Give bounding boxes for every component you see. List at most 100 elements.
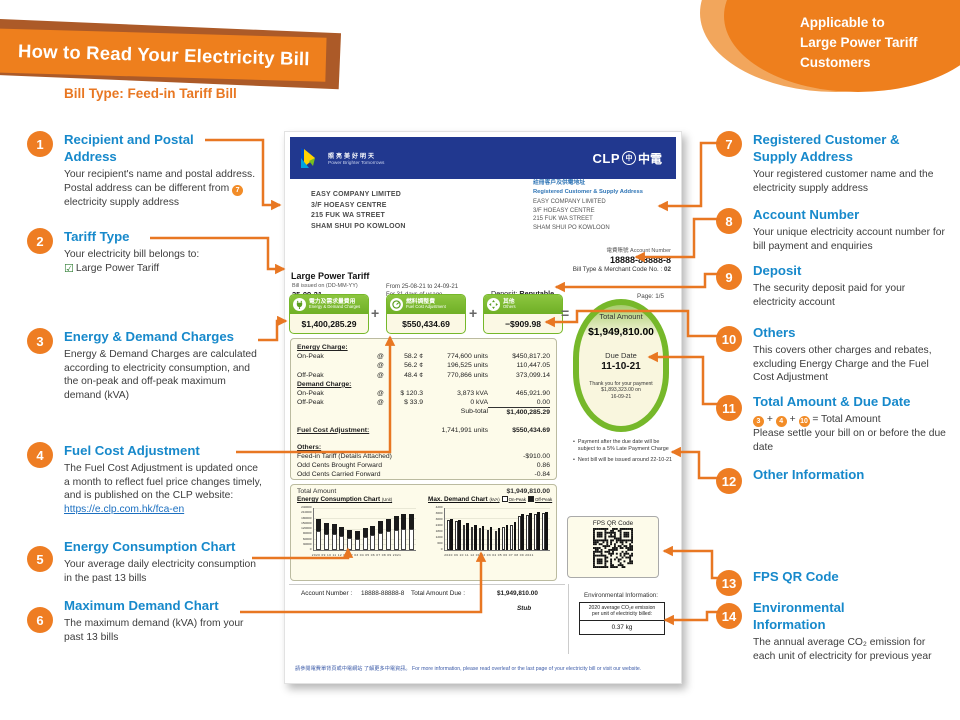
summary-box-title-en: Others — [503, 304, 516, 310]
callout-title: Others — [753, 325, 796, 340]
issued-label: Bill issued on (DD-MM-YY) — [292, 283, 358, 289]
charge-cell: Odd Cents Brought Forward — [297, 462, 383, 470]
charge-cell — [389, 380, 423, 389]
summary-box-title-en: Fuel Cost Adjustment — [406, 304, 446, 310]
callout-6: 6 Maximum Demand Chart The maximum demand … — [27, 597, 264, 644]
bill-type-code-label: Bill Type & Merchant Code No. : — [572, 266, 664, 273]
deposit-line: Deposit: Reputable — [491, 289, 554, 298]
charge-row: Odd Cents Carried Forward -0.84 — [297, 470, 550, 479]
callout-body: Registered Customer & Supply Address Your… — [753, 131, 934, 195]
chart-bar-group — [502, 525, 509, 551]
charge-row: Sub-total $1,400,285.29 — [297, 407, 550, 417]
charge-cell: 58.2 ¢ — [404, 353, 423, 361]
stub-due-label: Total Amount Due : — [411, 590, 465, 597]
callout-number-10: 10 — [716, 326, 742, 352]
callout-4: 4 Fuel Cost Adjustment The Fuel Cost Adjus… — [27, 442, 264, 516]
callout-text: The Fuel Cost Adjustment is updated once… — [64, 463, 262, 515]
billing-period-range: From 25-08-21 to 24-09-21 — [386, 284, 459, 290]
callout-number-5: 5 — [27, 546, 53, 572]
callout-text: Your electricity bill belongs to: ☑ Large … — [64, 249, 200, 275]
postal-address-block: EASY COMPANY LIMITED 3/F HOEASY CENTRE 215… — [311, 190, 406, 232]
fca-website-link[interactable]: https://e.clp.com.hk/fca-en — [64, 503, 185, 515]
summary-box-value: $1,400,285.29 — [301, 318, 357, 329]
chart-bar-group — [323, 522, 329, 550]
chart-bar-group — [526, 513, 532, 551]
applicability-badge: Applicable to Large Power Tariff Custome… — [800, 13, 918, 73]
charge-cell — [488, 443, 550, 452]
callout-title: Environmental Information — [753, 600, 845, 633]
callout-11: 11 Total Amount & Due Date 3 + 4 + 10 = To… — [716, 393, 949, 454]
callout-body: Fuel Cost Adjustment The Fuel Cost Adjust… — [64, 442, 264, 516]
chart-bar-group — [362, 528, 368, 550]
charge-cell — [428, 461, 488, 470]
summary-box-value: −$909.98 — [504, 318, 542, 329]
charge-cell — [382, 461, 394, 470]
callout-number-7: 7 — [716, 131, 742, 157]
summary-box-header: 燃料調整費 Fuel Cost Adjustment — [387, 295, 465, 314]
registered-address-lines: EASY COMPANY LIMITED 3/F HOEASY CENTRE 215… — [533, 198, 643, 232]
badge-line: Large Power Tariff — [800, 35, 918, 50]
charge-cell: @ — [377, 399, 384, 407]
clp-tagline-cn: 照亮美好明天 — [328, 153, 377, 160]
charges-table: Energy Charge: On-Peak @58.2 ¢ 774,600 unit… — [290, 338, 557, 480]
callout-title: Deposit — [753, 263, 802, 278]
charge-cell — [389, 407, 423, 417]
charge-cell — [377, 426, 389, 435]
charge-cell: 1,741,991 units — [441, 426, 488, 434]
charge-cell: -0.84 — [534, 471, 551, 479]
chart-bar-group — [316, 518, 321, 550]
charge-cell: 774,600 units — [447, 353, 488, 361]
charge-cell: $550,434.69 — [512, 426, 550, 434]
callout-number-1: 1 — [27, 131, 53, 157]
chart-bar-group — [534, 512, 540, 551]
registered-address-line: EASY COMPANY LIMITED — [533, 199, 606, 205]
tariff-name: Large Power Tariff — [291, 271, 370, 281]
chart-x-axis: 2020 09 10 11 12 01 02 03 04 05 06 07 08… — [311, 552, 402, 557]
stub-account-value: 18888-88888-8 — [361, 590, 405, 597]
callout-body: Deposit The security deposit paid for you… — [753, 262, 949, 309]
title-banner: How to Read Your Electricity Bill — [0, 28, 327, 82]
total-amount-oval: Total Amount $1,949,810.00 Due Date 11-1… — [573, 299, 669, 432]
charge-cell — [389, 443, 423, 452]
summary-box-others: 其他 Others −$909.98 — [483, 294, 563, 334]
operator-sign: = — [561, 305, 570, 321]
charge-cell: Fuel Cost Adjustment: — [297, 426, 370, 434]
charge-row: On-Peak @58.2 ¢ 774,600 units $450,817.20 — [297, 352, 550, 361]
total-row-value: $1,949,810.00 — [506, 488, 550, 495]
callout-9: 9 Deposit The security deposit paid for yo… — [716, 262, 949, 309]
callout-body: Recipient and Postal Address Your recipie… — [64, 131, 255, 210]
charge-cell: $450,817.20 — [512, 353, 550, 361]
fps-qr-box: FPS QR Code — [567, 516, 659, 578]
account-number-label: 電費賬號 Account Number — [606, 248, 672, 254]
callout-number-6: 6 — [27, 607, 53, 633]
summary-box-title-en: Energy & Demand Charges — [309, 304, 361, 310]
chart-bar-group — [409, 514, 414, 550]
energy-consumption-chart: Energy Consumption Chart (Unit) 240000 210… — [297, 496, 416, 557]
badge-line: Applicable to — [800, 15, 885, 30]
charge-cell: On-Peak — [297, 390, 324, 398]
gauge-icon — [390, 298, 403, 311]
callout-text: The annual average CO₂ emission for each… — [753, 637, 932, 662]
total-row-label: Total Amount — [297, 488, 337, 495]
summary-box-energy-demand: 電力及需求量費用 Energy & Demand Charges $1,400,28… — [289, 294, 369, 334]
chart-bar-group — [494, 528, 501, 551]
charge-cell — [488, 380, 550, 389]
charge-cell — [423, 443, 488, 452]
chart-legend: On-Peak Off-Peak — [500, 496, 552, 503]
charge-cell — [377, 380, 389, 389]
callout-body: Account Number Your unique electricity ac… — [753, 206, 949, 253]
callout-text: This covers other charges and rebates, e… — [753, 345, 932, 384]
charge-cell: Off-Peak — [297, 371, 324, 379]
plug-icon — [293, 298, 306, 311]
callout-number-4: 4 — [27, 442, 53, 468]
chart-bar-group — [510, 522, 517, 551]
payment-notes: • Payment after the due date will be subj… — [573, 439, 675, 468]
charge-cell: @ — [377, 371, 384, 379]
callout-body: Tariff Type Your electricity bill belongs… — [64, 228, 250, 275]
callout-body: Total Amount & Due Date 3 + 4 + 10 = Tota… — [753, 393, 949, 454]
payment-thanks-note: Thank you for your payment $1,893,323.00… — [579, 381, 663, 400]
charge-row: Demand Charge: — [297, 380, 550, 389]
callout-12: 12 Other Information — [716, 466, 949, 494]
charge-cell — [297, 407, 377, 417]
